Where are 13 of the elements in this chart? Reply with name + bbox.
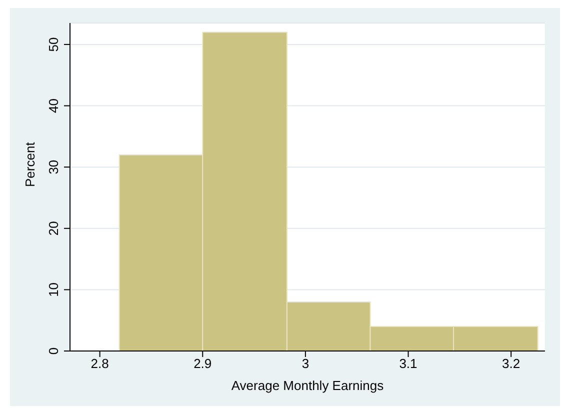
- y-axis-title: Percent: [22, 142, 38, 187]
- y-tick-label: 50: [46, 37, 61, 52]
- x-tick-label: 2.8: [90, 356, 109, 372]
- y-tick-label: 30: [46, 160, 61, 174]
- x-axis-title: Average Monthly Earnings: [231, 378, 384, 393]
- x-tick-label: 3: [302, 356, 310, 372]
- y-tick-label: 40: [46, 98, 61, 113]
- y-tick-label: 20: [46, 221, 61, 236]
- x-tick-label: 2.9: [194, 356, 212, 372]
- y-tick-label: 0: [46, 347, 61, 355]
- y-tick-label: 10: [46, 282, 61, 297]
- x-tick-label: 3.1: [399, 356, 418, 372]
- x-tick-label: 3.2: [502, 356, 520, 372]
